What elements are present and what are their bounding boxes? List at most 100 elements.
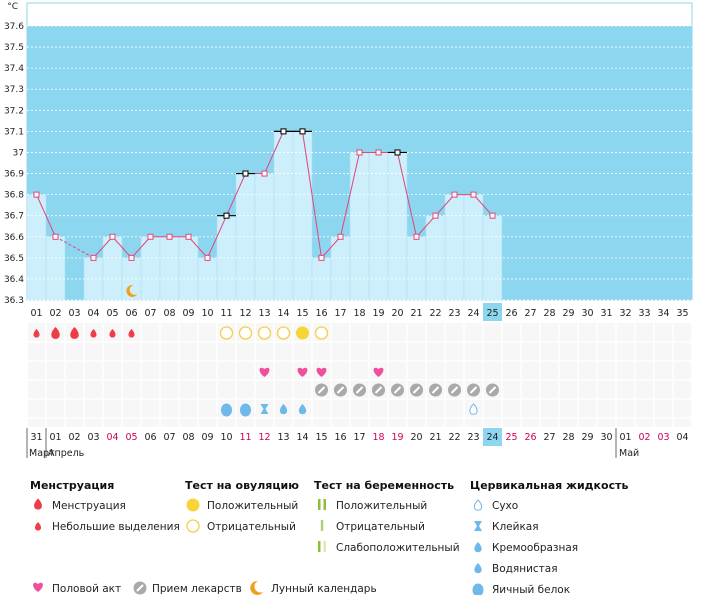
calendar-date-label: 31	[30, 432, 42, 443]
legend-ovulation-title: Тест на овуляцию	[185, 479, 299, 492]
medication-icon[interactable]	[315, 383, 328, 397]
medication-icon[interactable]	[353, 383, 366, 397]
menstruation-icon[interactable]	[51, 327, 60, 339]
temperature-line-segment	[226, 173, 246, 216]
ovulation-negative-icon[interactable]	[314, 326, 329, 340]
legend-bottom-item: Половой акт	[52, 583, 121, 595]
temperature-point[interactable]	[166, 233, 173, 240]
moon-icon	[126, 284, 138, 297]
legend-cervical: Цервикальная жидкость Сухо Клейкая Кремообр…	[470, 479, 628, 597]
medication-icon[interactable]	[486, 383, 499, 397]
temperature-point[interactable]	[33, 191, 40, 198]
ovulation-negative-icon[interactable]	[219, 326, 234, 340]
legend-menstruation-item: Небольшие выделения	[52, 521, 180, 533]
temperature-line-segment	[473, 194, 493, 217]
temperature-point[interactable]	[128, 254, 135, 261]
medication-icon[interactable]	[467, 383, 480, 397]
creamy-icon[interactable]	[474, 542, 482, 553]
temperature-point[interactable]	[451, 191, 458, 198]
temperature-line-segment	[340, 152, 360, 237]
temperature-point[interactable]	[394, 149, 401, 156]
spotting-icon[interactable]	[128, 329, 135, 338]
sticky-icon[interactable]	[260, 404, 269, 414]
medication-icon[interactable]	[372, 383, 385, 397]
spotting-icon[interactable]	[34, 522, 42, 531]
temperature-point[interactable]	[147, 233, 154, 240]
medication-icon[interactable]	[133, 581, 147, 595]
calendar-date-label: 30	[600, 432, 612, 443]
calendar-date-label: 13	[277, 432, 289, 443]
intercourse-icon[interactable]	[373, 367, 384, 377]
temperature-point[interactable]	[489, 212, 496, 219]
temperature-point[interactable]	[280, 128, 287, 135]
menstruation-icon[interactable]	[34, 498, 42, 510]
temperature-point[interactable]	[90, 254, 97, 261]
egg-white-icon[interactable]	[221, 403, 232, 417]
temperature-point[interactable]	[318, 254, 325, 261]
y-tick-label: 37.6	[4, 22, 24, 32]
medication-icon[interactable]	[334, 383, 347, 397]
intercourse-icon[interactable]	[259, 367, 270, 377]
temperature-line-segment	[207, 215, 227, 259]
temperature-line-segment	[397, 152, 417, 237]
spotting-icon[interactable]	[33, 329, 40, 338]
legend-cervical-item: Яичный белок	[492, 584, 570, 595]
calendar-date-label: 02	[638, 432, 650, 443]
dry-icon[interactable]	[473, 499, 483, 511]
sticky-icon[interactable]	[474, 521, 482, 531]
temperature-point[interactable]	[223, 212, 230, 219]
legend-pregnancy-title: Тест на беременность	[314, 479, 454, 492]
temperature-point[interactable]	[185, 233, 192, 240]
watery-icon[interactable]	[279, 404, 288, 415]
legend-ovulation-item: Положительный	[207, 500, 298, 512]
temperature-point[interactable]	[337, 233, 344, 240]
temperature-point[interactable]	[52, 233, 59, 240]
medication-icon[interactable]	[410, 383, 423, 397]
cycle-day-label: 01	[30, 308, 42, 319]
menstruation-icon[interactable]	[70, 327, 79, 339]
temperature-point[interactable]	[204, 254, 211, 261]
cycle-day-label: 15	[296, 308, 308, 319]
temperature-point[interactable]	[413, 233, 420, 240]
temperature-line-segment	[416, 215, 436, 238]
cycle-day-label: 03	[68, 308, 80, 319]
temperature-point[interactable]	[299, 128, 306, 135]
temperature-point[interactable]	[261, 170, 268, 177]
medication-icon[interactable]	[429, 383, 442, 397]
egg-white-icon[interactable]	[240, 403, 251, 417]
calendar-date-label: 01	[619, 432, 631, 443]
cycle-day-label: 06	[125, 308, 137, 319]
medication-icon[interactable]	[448, 383, 461, 397]
temperature-point[interactable]	[109, 233, 116, 240]
cycle-day-label: 11	[220, 308, 232, 319]
temperature-point[interactable]	[242, 170, 249, 177]
ovulation-negative-icon[interactable]	[238, 326, 253, 340]
watery-icon[interactable]	[474, 563, 482, 574]
ovulation-positive-icon[interactable]	[296, 326, 309, 340]
cycle-day-label: 12	[239, 308, 251, 319]
legend-cervical-item: Кремообразная	[492, 542, 578, 554]
dry-icon[interactable]	[469, 403, 478, 415]
spotting-icon[interactable]	[90, 329, 97, 338]
temperature-point[interactable]	[375, 149, 382, 156]
intercourse-icon[interactable]	[33, 582, 43, 592]
temperature-point[interactable]	[432, 212, 439, 219]
temperature-point[interactable]	[356, 149, 363, 156]
cycle-day-label: 18	[353, 308, 365, 319]
cycle-day-label: 20	[391, 308, 403, 319]
calendar-date-label: 04	[676, 432, 688, 443]
ovulation-negative-icon[interactable]	[276, 326, 291, 340]
calendar-date-label: 05	[125, 432, 137, 443]
spotting-icon[interactable]	[109, 329, 116, 338]
medication-icon[interactable]	[391, 383, 404, 397]
ovulation-negative-icon[interactable]	[257, 326, 272, 340]
temperature-line-segment	[302, 131, 322, 258]
legend-cervical-item: Клейкая	[492, 521, 539, 533]
calendar-date-label: 15	[315, 432, 327, 443]
intercourse-icon[interactable]	[297, 367, 308, 377]
intercourse-icon[interactable]	[316, 367, 327, 377]
temperature-line-segment	[321, 236, 341, 259]
watery-icon[interactable]	[298, 404, 307, 415]
cycle-day-label: 31	[600, 308, 612, 319]
temperature-point[interactable]	[470, 191, 477, 198]
